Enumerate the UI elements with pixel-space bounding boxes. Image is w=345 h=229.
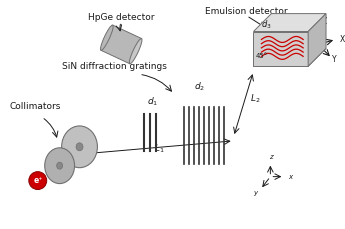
Text: $L_2$: $L_2$ (250, 92, 261, 105)
Text: $d_2$: $d_2$ (194, 80, 205, 93)
Text: $d_1$: $d_1$ (147, 95, 158, 108)
Ellipse shape (76, 143, 83, 151)
Polygon shape (101, 25, 141, 64)
Ellipse shape (57, 162, 63, 169)
Ellipse shape (129, 38, 142, 64)
Text: z: z (268, 154, 272, 160)
Text: HpGe detector: HpGe detector (88, 13, 155, 22)
Text: Z: Z (322, 16, 327, 26)
Text: X: X (340, 35, 345, 44)
Ellipse shape (45, 148, 75, 184)
Ellipse shape (62, 126, 97, 168)
Ellipse shape (29, 172, 47, 190)
Ellipse shape (100, 25, 113, 50)
Polygon shape (254, 48, 326, 66)
Text: e⁺: e⁺ (33, 176, 42, 185)
Polygon shape (254, 32, 308, 66)
Text: $d_3$: $d_3$ (262, 19, 272, 31)
Polygon shape (308, 14, 326, 66)
Polygon shape (254, 14, 326, 32)
Text: SiN diffraction gratings: SiN diffraction gratings (62, 62, 167, 71)
Text: Y: Y (332, 55, 336, 64)
Text: $L_1$: $L_1$ (154, 143, 164, 155)
Text: Collimators: Collimators (9, 102, 60, 111)
Text: Emulsion detector: Emulsion detector (205, 7, 288, 16)
Text: 45°: 45° (255, 53, 268, 59)
Text: y: y (253, 190, 257, 196)
Text: x: x (288, 174, 292, 180)
